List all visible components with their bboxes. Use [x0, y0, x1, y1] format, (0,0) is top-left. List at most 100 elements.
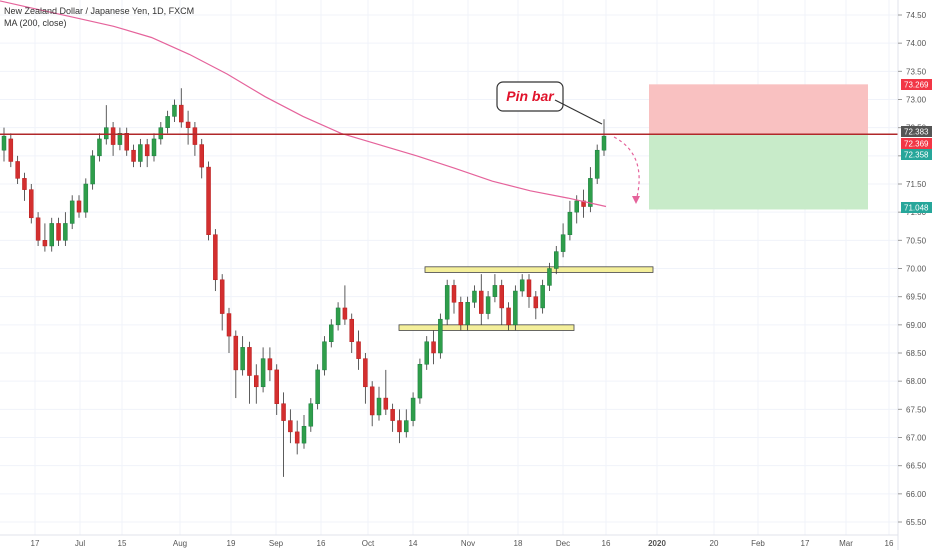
- candle: [90, 150, 95, 190]
- candle-body: [301, 425, 307, 444]
- candle: [322, 336, 327, 376]
- candle: [158, 122, 164, 145]
- candle-body: [110, 127, 116, 145]
- candle: [533, 291, 539, 320]
- candle-body: [49, 223, 54, 247]
- price-tag: 71.048: [901, 202, 932, 213]
- candle: [274, 364, 279, 415]
- x-tick-label: 19: [227, 539, 236, 548]
- candle-body: [601, 135, 607, 151]
- x-tick-label: 16: [317, 539, 326, 548]
- candle-body: [349, 318, 354, 342]
- x-tick-label: 17: [801, 539, 810, 548]
- candle: [410, 392, 416, 427]
- y-tick-label: 74.00: [906, 39, 927, 48]
- candle: [267, 347, 273, 382]
- candle: [472, 285, 477, 308]
- candle-body: [29, 189, 34, 219]
- candle-body: [479, 290, 484, 314]
- candle-body: [172, 104, 177, 117]
- candle: [49, 217, 54, 252]
- price-tag-label: 73.269: [904, 81, 929, 90]
- x-tick-label: 14: [409, 539, 418, 548]
- candle-body: [213, 234, 218, 281]
- x-tick-label: 16: [885, 539, 894, 548]
- x-tick-label: Nov: [461, 539, 475, 548]
- candle: [192, 122, 198, 156]
- candle-body: [35, 217, 41, 241]
- y-tick-label: 73.50: [906, 67, 927, 76]
- ma-200-line: [0, 0, 607, 208]
- candle-body: [472, 290, 477, 303]
- candle: [356, 330, 361, 370]
- candle-body: [179, 104, 184, 123]
- candle-body: [397, 420, 402, 433]
- take-profit-zone[interactable]: [649, 135, 868, 210]
- x-tick-label: Jul: [75, 539, 85, 548]
- candle-body: [594, 149, 600, 179]
- candle-body: [56, 223, 61, 241]
- candle-body: [226, 313, 232, 337]
- y-tick-label: 68.50: [906, 349, 927, 358]
- candle-body: [492, 285, 498, 297]
- candle: [431, 330, 436, 365]
- candle: [479, 274, 484, 325]
- candle: [342, 285, 348, 325]
- price-tag: 72.383: [901, 126, 932, 137]
- time-axis[interactable]: 17 Jul 15 Aug 19 Sep 16 Oct 14 Nov 18 Dec 16 2020 20 Fe…: [31, 539, 894, 548]
- candle-body: [219, 279, 225, 314]
- candle: [492, 274, 498, 303]
- candle-body: [117, 133, 123, 145]
- candle-body: [83, 183, 89, 213]
- candle-body: [158, 127, 164, 140]
- candle: [185, 110, 191, 145]
- candle: [199, 138, 204, 179]
- support-zone-box[interactable]: [424, 266, 654, 273]
- support-zones[interactable]: [398, 266, 654, 331]
- pin-bar-callout[interactable]: Pin bar: [496, 81, 603, 125]
- candle: [301, 414, 307, 449]
- candle: [329, 319, 334, 348]
- candle-body: [499, 285, 504, 309]
- candle-body: [254, 375, 259, 388]
- y-tick-label: 70.50: [906, 236, 927, 245]
- candle-body: [342, 307, 348, 320]
- candle: [594, 144, 600, 184]
- candle-body: [185, 121, 191, 128]
- risk-reward-box[interactable]: [649, 84, 868, 210]
- support-zone-box[interactable]: [398, 324, 575, 331]
- candle-body: [199, 144, 204, 168]
- candle: [240, 336, 245, 376]
- candle-body: [63, 223, 68, 241]
- price-tag-bg: [901, 126, 932, 137]
- chart-legend: New Zealand Dollar / Japanese Yen, 1D, F…: [4, 5, 194, 29]
- candle-body: [376, 397, 382, 416]
- candle: [506, 302, 511, 331]
- price-tag: 73.269: [901, 79, 932, 90]
- candle-body: [206, 166, 211, 235]
- candle-body: [390, 409, 395, 421]
- candle: [499, 279, 504, 325]
- candle-body: [526, 279, 532, 297]
- candle: [165, 110, 170, 134]
- price-tag-label: 72.369: [904, 140, 929, 149]
- candle: [219, 274, 225, 331]
- candle: [172, 99, 177, 123]
- candle: [308, 398, 314, 432]
- candle-body: [567, 211, 573, 235]
- y-tick-label: 67.50: [906, 405, 927, 414]
- candle: [226, 307, 232, 353]
- candle: [131, 144, 136, 168]
- stop-loss-zone[interactable]: [649, 84, 868, 136]
- candle-body: [131, 149, 136, 162]
- grid-lines: [0, 0, 898, 535]
- candle-body: [485, 296, 491, 314]
- candle-body: [519, 279, 525, 292]
- candle: [404, 409, 409, 438]
- candle: [42, 223, 48, 252]
- candle: [76, 195, 82, 218]
- x-tick-label: 20: [710, 539, 719, 548]
- candle-body: [192, 127, 198, 145]
- y-tick-label: 73.00: [906, 96, 927, 105]
